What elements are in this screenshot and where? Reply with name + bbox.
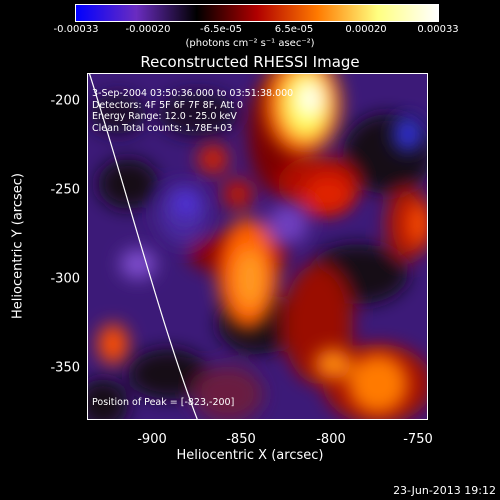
heatmap-image [88, 74, 427, 419]
timestamp: 23-Jun-2013 19:12 [393, 484, 496, 497]
y-tick-label: -250 [50, 182, 80, 198]
x-tick-label: -850 [226, 432, 256, 447]
info-time-range: 3-Sep-2004 03:50:36.000 to 03:51:38.000 [92, 88, 294, 99]
info-energy-range: Energy Range: 12.0 - 25.0 keV [92, 111, 237, 122]
info-detectors: Detectors: 4F 5F 6F 7F 8F, Att 0 [92, 99, 244, 111]
y-tick-label: -350 [50, 360, 80, 376]
image-title: Reconstructed RHESSI Image [140, 53, 360, 71]
colorbar-tick: -6.5e-05 [200, 24, 242, 35]
x-tick-label: -900 [137, 432, 167, 447]
x-axis-label: Heliocentric X (arcsec) [176, 448, 324, 463]
colorbar [75, 4, 439, 22]
colorbar-tick: 0.00020 [345, 24, 387, 35]
colorbar-ticks: -0.00033 -0.00020 -6.5e-05 6.5e-05 0.000… [0, 24, 500, 38]
image-plot [87, 73, 428, 420]
colorbar-tick: 0.00033 [417, 24, 459, 35]
x-tick-label: -750 [403, 432, 433, 447]
colorbar-tick: 6.5e-05 [274, 24, 314, 35]
colorbar-tick: -0.00033 [53, 24, 99, 35]
colorbar-tick: -0.00020 [125, 24, 171, 35]
limb-line [88, 74, 198, 419]
peak-position: Position of Peak = [-823,-200] [92, 397, 235, 408]
y-tick-label: -300 [50, 271, 80, 287]
observation-info: 3-Sep-2004 03:50:36.000 to 03:51:38.000 … [92, 88, 293, 134]
colorbar-units: (photons cm⁻² s⁻¹ asec⁻²) [185, 38, 315, 49]
info-counts: Clean Total counts: 1.78E+03 [92, 122, 233, 134]
x-tick-label: -800 [316, 432, 346, 447]
y-tick-label: -200 [50, 93, 80, 109]
y-axis-label: Heliocentric Y (arcsec) [10, 173, 26, 319]
